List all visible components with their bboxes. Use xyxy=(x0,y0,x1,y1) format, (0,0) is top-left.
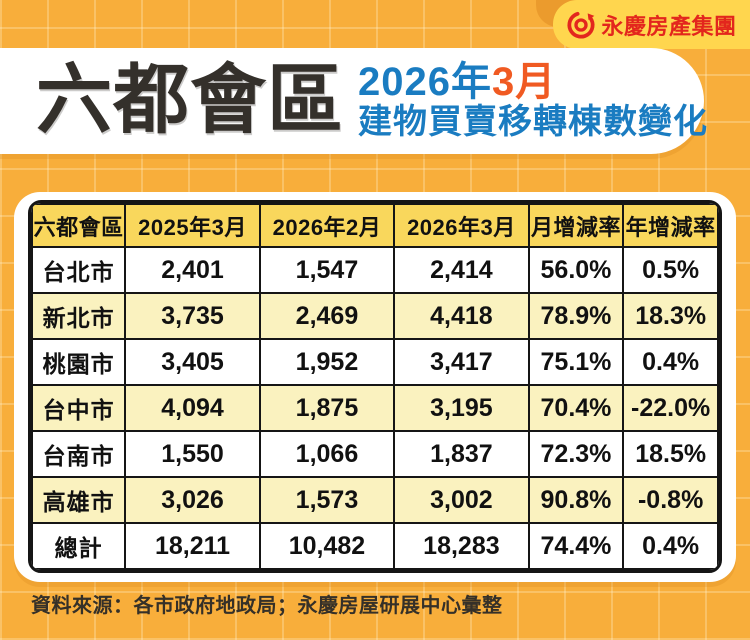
col-header-yoy: 年增減率 xyxy=(622,203,719,248)
value-cell: 3,002 xyxy=(393,476,530,524)
city-cell: 桃園市 xyxy=(31,338,127,386)
mom-cell: 74.4% xyxy=(527,522,625,570)
value-cell: 3,405 xyxy=(124,338,261,386)
brand-badge: 永慶房產集團 xyxy=(553,0,750,49)
value-cell: 1,547 xyxy=(258,246,396,294)
value-cell: 2,401 xyxy=(124,246,261,294)
table-row-total: 總計 18,211 10,482 18,283 74.4% 0.4% xyxy=(31,522,719,570)
value-cell: 18,283 xyxy=(393,522,530,570)
city-cell: 台中市 xyxy=(31,384,127,432)
value-cell: 10,482 xyxy=(258,522,396,570)
mom-cell: 90.8% xyxy=(527,476,625,524)
value-cell: 4,094 xyxy=(124,384,261,432)
value-cell: 1,573 xyxy=(258,476,396,524)
table-row-taichung: 台中市 4,094 1,875 3,195 70.4% -22.0% xyxy=(31,384,719,432)
yoy-cell: 0.4% xyxy=(622,338,719,386)
value-cell: 1,952 xyxy=(258,338,396,386)
table-row-newtaipei: 新北市 3,735 2,469 4,418 78.9% 18.3% xyxy=(31,292,719,340)
value-cell: 1,550 xyxy=(124,430,261,478)
data-source-note: 資料來源：各市政府地政局；永慶房屋研展中心彙整 xyxy=(31,595,503,617)
city-cell: 新北市 xyxy=(31,292,127,340)
table-row-kaohsiung: 高雄市 3,026 1,573 3,002 90.8% -0.8% xyxy=(31,476,719,524)
mom-cell: 75.1% xyxy=(527,338,625,386)
table-header-row: 六都會區 2025年3月 2026年2月 2026年3月 月增減率 年增減率 xyxy=(31,203,719,248)
table-row-taoyuan: 桃園市 3,405 1,952 3,417 75.1% 0.4% xyxy=(31,338,719,386)
col-header-2026-02: 2026年2月 xyxy=(258,203,396,248)
period-month: 3月 xyxy=(491,60,557,105)
yoy-cell: -0.8% xyxy=(622,476,719,524)
mom-cell: 72.3% xyxy=(527,430,625,478)
value-cell: 1,875 xyxy=(258,384,396,432)
value-cell: 3,026 xyxy=(124,476,261,524)
value-cell: 18,211 xyxy=(124,522,261,570)
yungching-logo-icon xyxy=(566,10,596,40)
table-frame: 六都會區 2025年3月 2026年2月 2026年3月 月增減率 年增減率 台… xyxy=(28,200,722,573)
mom-cell: 78.9% xyxy=(527,292,625,340)
value-cell: 3,417 xyxy=(393,338,530,386)
city-cell: 台北市 xyxy=(31,246,127,294)
city-cell: 高雄市 xyxy=(31,476,127,524)
yoy-cell: 0.5% xyxy=(622,246,719,294)
subtitle-text: 建物買賣移轉棟數變化 xyxy=(358,103,708,142)
brand-logo-text: 永慶房產集團 xyxy=(601,13,737,39)
table-row-tainan: 台南市 1,550 1,066 1,837 72.3% 18.5% xyxy=(31,430,719,478)
city-cell: 台南市 xyxy=(31,430,127,478)
page-title: 六都會區 xyxy=(36,58,344,143)
col-header-city: 六都會區 xyxy=(31,203,127,248)
table-card: 六都會區 2025年3月 2026年2月 2026年3月 月增減率 年增減率 台… xyxy=(14,192,736,582)
value-cell: 2,414 xyxy=(393,246,530,294)
value-cell: 3,735 xyxy=(124,292,261,340)
value-cell: 3,195 xyxy=(393,384,530,432)
subtitle-block: 2026年3月 建物買賣移轉棟數變化 xyxy=(358,61,708,142)
col-header-2026-03: 2026年3月 xyxy=(393,203,530,248)
yoy-cell: 18.5% xyxy=(622,430,719,478)
col-header-mom: 月增減率 xyxy=(527,203,625,248)
value-cell: 2,469 xyxy=(258,292,396,340)
yoy-cell: 0.4% xyxy=(622,522,719,570)
col-header-2025-03: 2025年3月 xyxy=(124,203,261,248)
value-cell: 1,837 xyxy=(393,430,530,478)
total-label-cell: 總計 xyxy=(31,522,127,570)
metro-transfer-table: 六都會區 2025年3月 2026年2月 2026年3月 月增減率 年增減率 台… xyxy=(31,203,719,570)
period-line: 2026年3月 xyxy=(358,61,708,103)
table-row-taipei: 台北市 2,401 1,547 2,414 56.0% 0.5% xyxy=(31,246,719,294)
yoy-cell: -22.0% xyxy=(622,384,719,432)
mom-cell: 56.0% xyxy=(527,246,625,294)
period-year: 2026年 xyxy=(358,60,492,105)
value-cell: 4,418 xyxy=(393,292,530,340)
yoy-cell: 18.3% xyxy=(622,292,719,340)
value-cell: 1,066 xyxy=(258,430,396,478)
title-banner: 六都會區 2026年3月 建物買賣移轉棟數變化 xyxy=(0,48,707,154)
mom-cell: 70.4% xyxy=(527,384,625,432)
